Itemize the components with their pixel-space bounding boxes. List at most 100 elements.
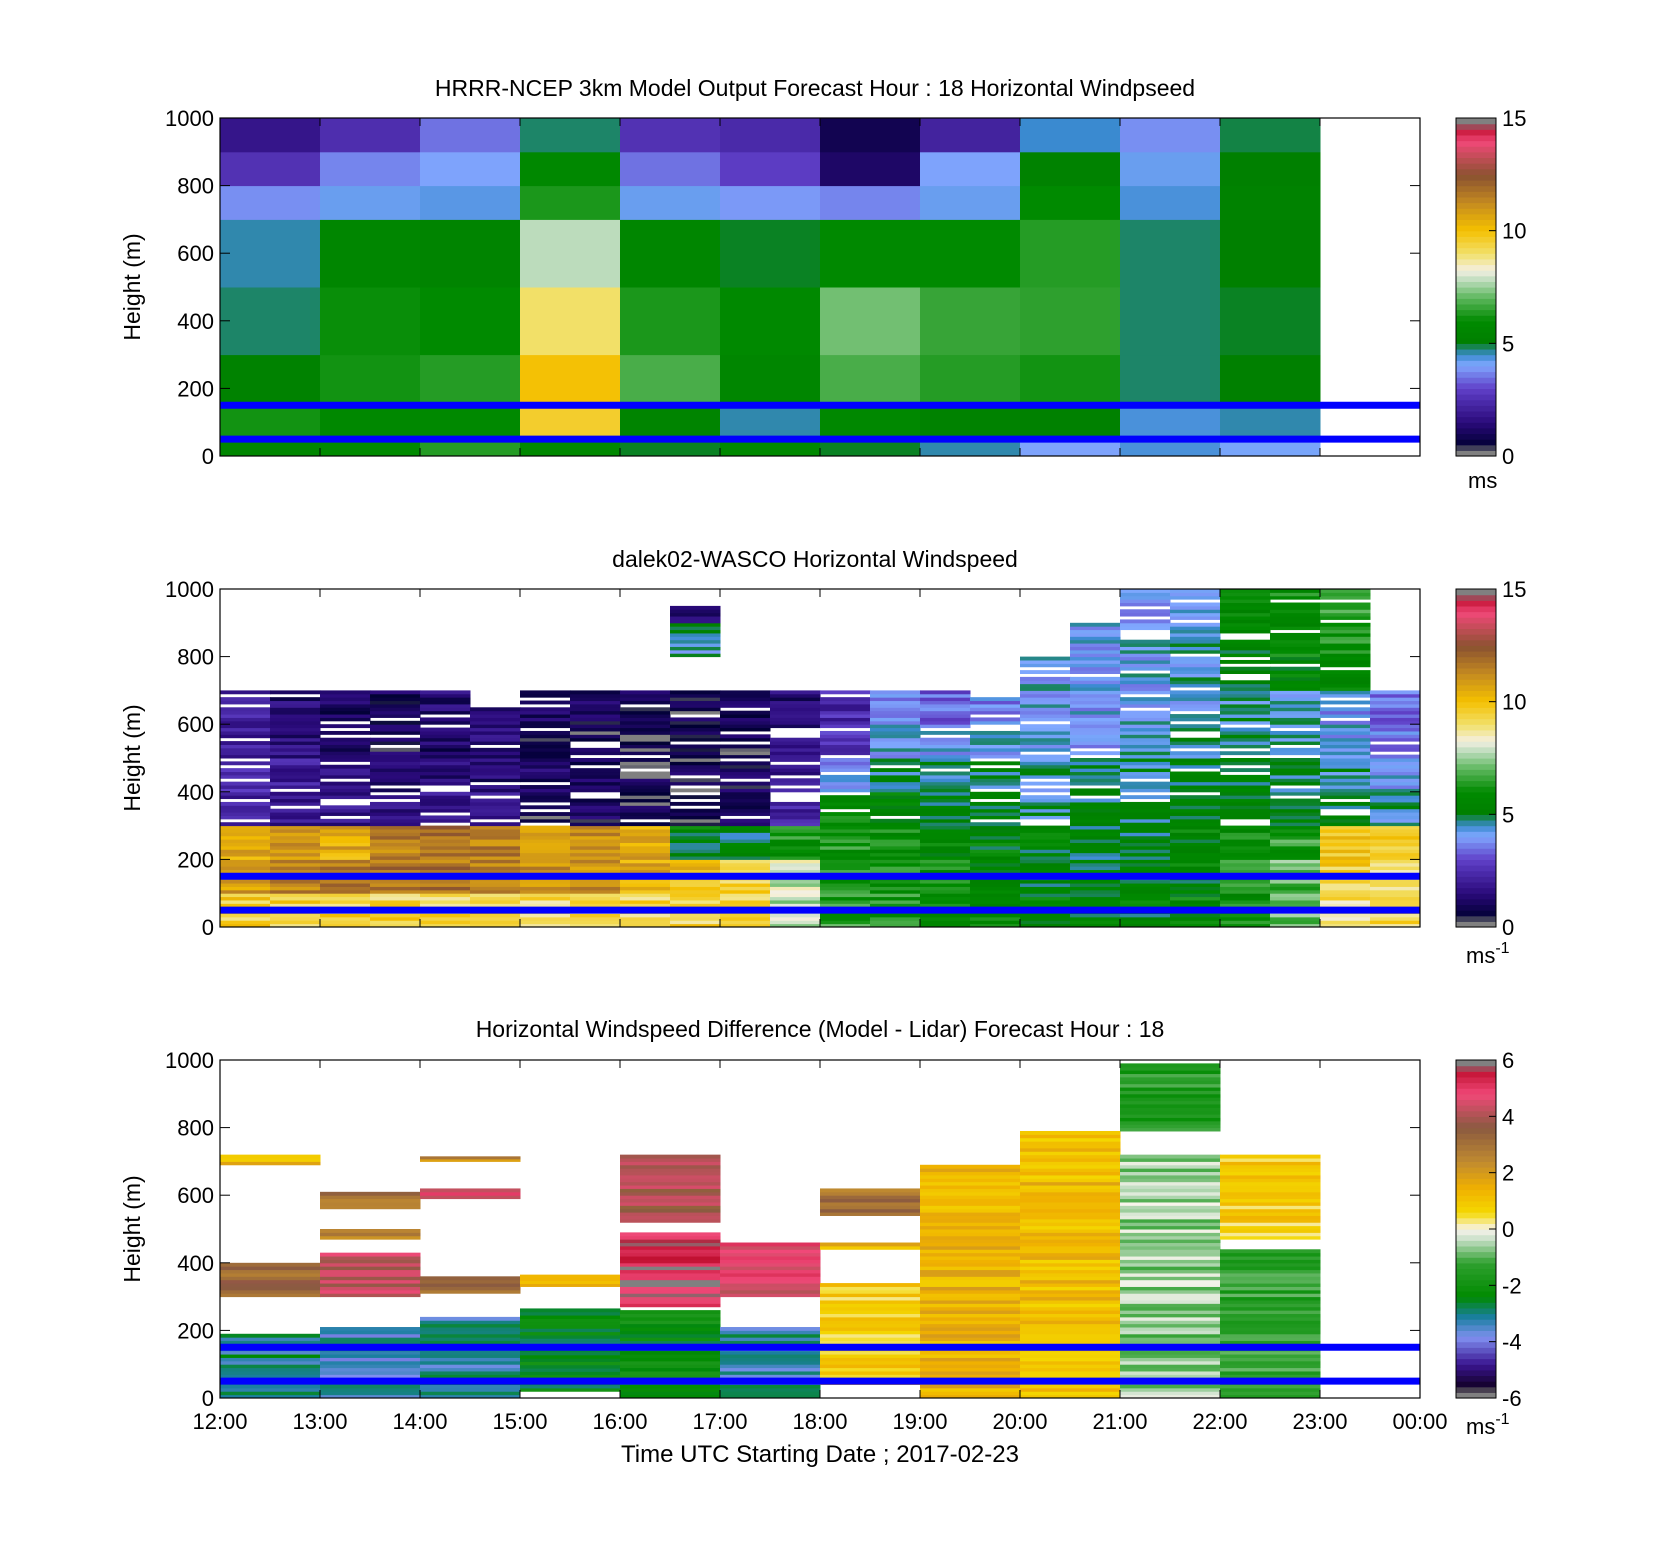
difference-heatmap-cell bbox=[420, 1195, 521, 1200]
difference-heatmap-cell bbox=[820, 1293, 921, 1298]
difference-heatmap-cell bbox=[620, 1283, 721, 1287]
lidar-heatmap-cell bbox=[320, 697, 371, 702]
difference-heatmap-cell bbox=[1020, 1272, 1121, 1277]
difference-heatmap-cell bbox=[1020, 1374, 1121, 1379]
difference-heatmap-cell bbox=[320, 1286, 421, 1291]
lidar-heatmap-cell bbox=[220, 825, 271, 830]
difference-heatmap-cell bbox=[1220, 1286, 1321, 1291]
lidar-heatmap-cell bbox=[220, 862, 271, 867]
difference-heatmap-cell bbox=[1020, 1286, 1121, 1291]
colorbar-segment bbox=[1456, 679, 1496, 686]
lidar-heatmap-cell bbox=[370, 764, 421, 769]
difference-heatmap-cell bbox=[620, 1269, 721, 1274]
difference-heatmap-cell bbox=[220, 1394, 321, 1399]
difference-heatmap-cell bbox=[620, 1218, 721, 1223]
lidar-heatmap-cell bbox=[1220, 923, 1271, 928]
lidar-heatmap-cell bbox=[570, 774, 621, 779]
lidar-heatmap-cell bbox=[920, 896, 971, 901]
difference-heatmap-cell bbox=[520, 1361, 621, 1366]
lidar-heatmap-cell bbox=[220, 893, 271, 898]
model-heatmap-cell bbox=[620, 118, 721, 153]
colorbar-segment bbox=[1456, 236, 1496, 243]
colorbar-tick-label: -2 bbox=[1502, 1273, 1522, 1298]
lidar-heatmap-cell bbox=[1370, 825, 1421, 830]
lidar-heatmap-cell bbox=[1220, 605, 1271, 610]
lidar-heatmap-cell bbox=[770, 869, 821, 874]
lidar-heatmap-cell bbox=[570, 859, 621, 864]
lidar-heatmap-cell bbox=[1020, 920, 1071, 925]
difference-heatmap-cell bbox=[1020, 1333, 1121, 1338]
difference-heatmap-cell bbox=[420, 1391, 521, 1396]
panel-difference-reference-lines bbox=[220, 1343, 1420, 1385]
difference-heatmap-cell bbox=[1120, 1188, 1221, 1193]
difference-heatmap-cell bbox=[920, 1303, 1021, 1308]
lidar-heatmap-cell bbox=[620, 916, 671, 921]
lidar-heatmap-cell bbox=[1020, 801, 1071, 806]
difference-heatmap-cell bbox=[320, 1387, 421, 1392]
lidar-heatmap-cell bbox=[370, 866, 421, 871]
difference-heatmap-cell bbox=[920, 1333, 1021, 1338]
lidar-heatmap-cell bbox=[1370, 822, 1421, 827]
lidar-heatmap-cell bbox=[570, 828, 621, 833]
difference-heatmap-cell bbox=[1220, 1299, 1321, 1304]
lidar-heatmap-cell bbox=[1020, 798, 1071, 803]
lidar-heatmap-cell bbox=[570, 896, 621, 901]
difference-heatmap-cell bbox=[820, 1306, 921, 1311]
difference-heatmap-cell bbox=[1220, 1370, 1321, 1375]
lidar-heatmap-cell bbox=[220, 852, 271, 857]
lidar-heatmap-cell bbox=[620, 856, 671, 860]
model-heatmap-cell bbox=[1020, 219, 1121, 288]
lidar-heatmap-cell bbox=[270, 828, 321, 833]
difference-heatmap-cell bbox=[520, 1338, 621, 1343]
lidar-heatmap-cell bbox=[320, 791, 371, 796]
lidar-heatmap-cell bbox=[620, 795, 671, 800]
colorbar-segment bbox=[1456, 1217, 1496, 1224]
lidar-heatmap-cell bbox=[970, 920, 1021, 925]
lidar-heatmap-cell bbox=[1370, 737, 1421, 742]
difference-heatmap-cell bbox=[620, 1205, 721, 1210]
lidar-heatmap-cell bbox=[1370, 754, 1421, 759]
difference-heatmap-cell bbox=[920, 1283, 1021, 1287]
lidar-heatmap-cell bbox=[1320, 747, 1371, 752]
difference-heatmap-cell bbox=[1120, 1063, 1221, 1068]
lidar-heatmap-cell bbox=[220, 923, 271, 928]
model-heatmap-cell bbox=[420, 354, 521, 406]
lidar-heatmap-cell bbox=[620, 869, 671, 874]
lidar-heatmap-cell bbox=[620, 751, 671, 756]
colorbar-segment bbox=[1456, 662, 1496, 669]
lidar-heatmap-cell bbox=[220, 710, 271, 715]
lidar-heatmap-cell bbox=[1120, 690, 1171, 695]
lidar-heatmap-cell bbox=[470, 920, 521, 925]
difference-heatmap-cell bbox=[920, 1195, 1021, 1200]
lidar-heatmap-cell bbox=[1120, 883, 1171, 887]
lidar-heatmap-cell bbox=[270, 771, 321, 776]
lidar-heatmap-cell bbox=[270, 720, 321, 725]
difference-heatmap-cell bbox=[1120, 1245, 1221, 1250]
lidar-heatmap-cell bbox=[1270, 828, 1321, 833]
lidar-heatmap-cell bbox=[220, 714, 271, 718]
lidar-heatmap-cell bbox=[1170, 663, 1221, 668]
lidar-heatmap-cell bbox=[220, 866, 271, 871]
colorbar-segment bbox=[1456, 1212, 1496, 1219]
lidar-heatmap-cell bbox=[820, 724, 871, 729]
lidar-heatmap-cell bbox=[320, 690, 371, 695]
lidar-heatmap-cell bbox=[470, 852, 521, 857]
lidar-heatmap-cell bbox=[420, 825, 471, 830]
lidar-heatmap-cell bbox=[1320, 835, 1371, 840]
lidar-heatmap-cell bbox=[720, 697, 771, 702]
colorbar-segment bbox=[1456, 1167, 1496, 1174]
lidar-heatmap-cell bbox=[720, 869, 771, 874]
lidar-heatmap-cell bbox=[570, 771, 621, 776]
difference-heatmap-cell bbox=[920, 1367, 1021, 1372]
lidar-heatmap-cell bbox=[820, 832, 871, 837]
lidar-heatmap-cell bbox=[570, 845, 621, 850]
lidar-heatmap-cell bbox=[1270, 643, 1321, 647]
lidar-heatmap-cell bbox=[1170, 903, 1221, 908]
model-heatmap-cell bbox=[820, 287, 921, 356]
lidar-heatmap-cell bbox=[220, 744, 271, 749]
lidar-heatmap-cell bbox=[870, 724, 921, 729]
colorbar-segment bbox=[1456, 1245, 1496, 1253]
lidar-heatmap-cell bbox=[670, 646, 721, 651]
lidar-heatmap-cell bbox=[1070, 714, 1121, 718]
colorbar-segment bbox=[1456, 163, 1496, 170]
